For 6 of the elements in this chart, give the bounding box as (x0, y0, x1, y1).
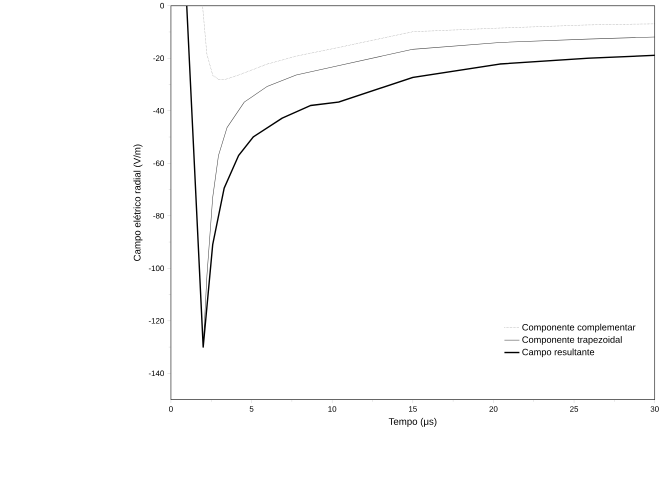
legend-label: Componente complementar (522, 324, 636, 332)
x-axis-title: Tempo (μs) (388, 418, 436, 427)
y-axis-title: Campo elétrico radial (V/m) (133, 144, 142, 261)
legend-label: Campo resultante (522, 348, 594, 358)
legend-label: Componente trapezoidal (522, 336, 622, 345)
line-series (202, 6, 655, 80)
